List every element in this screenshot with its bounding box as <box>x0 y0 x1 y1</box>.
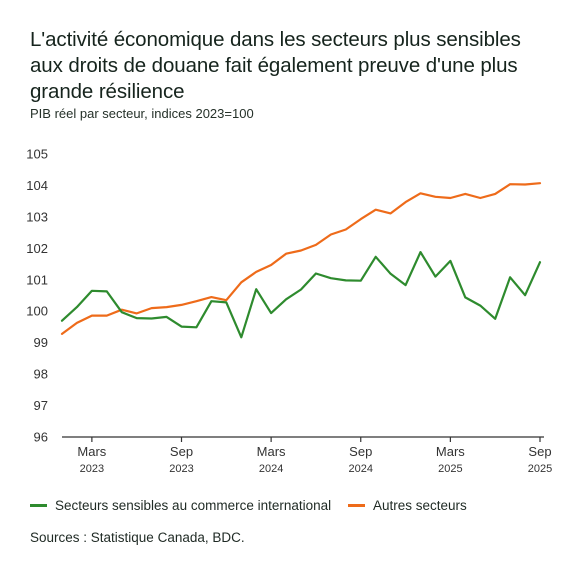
legend-item-orange: Autres secteurs <box>348 496 467 514</box>
y-tick-label: 105 <box>26 147 48 162</box>
y-axis-labels: 96 97 98 99 100 101 102 103 104 105 <box>26 147 48 445</box>
y-tick-label: 100 <box>26 304 48 319</box>
y-tick-label: 98 <box>34 367 48 382</box>
legend-label-green: Secteurs sensibles au commerce internati… <box>55 497 332 513</box>
y-tick-label: 96 <box>34 430 48 445</box>
series-line-other-sectors <box>60 182 542 335</box>
y-tick-label: 101 <box>26 272 48 287</box>
x-tick-year-label: 2025 <box>438 463 462 475</box>
y-tick-label: 104 <box>26 178 48 193</box>
x-axis: Mars 2023 Sep 2023 Mars 2024 Sep 2024 Mars 2025 Se… <box>62 436 552 475</box>
series-line-trade-sensitive <box>60 251 542 339</box>
x-tick-year-label: 2023 <box>80 463 104 475</box>
series-lines <box>60 182 542 339</box>
y-tick-label: 99 <box>34 335 48 350</box>
x-tick-label: Mars <box>77 444 106 459</box>
y-tick-label: 102 <box>26 241 48 256</box>
x-tick-year-label: 2025 <box>528 463 552 475</box>
source-note: Sources : Statistique Canada, BDC. <box>30 530 245 545</box>
legend-swatch-green <box>30 503 47 507</box>
legend-item-green: Secteurs sensibles au commerce internati… <box>30 496 331 514</box>
legend-swatch-orange <box>348 503 365 507</box>
y-tick-label: 97 <box>34 398 48 413</box>
chart-title: L'activité économique dans les secteurs … <box>30 28 521 103</box>
x-tick-label: Sep <box>528 444 551 459</box>
x-tick-year-label: 2024 <box>259 463 283 475</box>
x-tick-label: Sep <box>170 444 193 459</box>
x-tick-year-label: 2023 <box>169 463 193 475</box>
y-tick-label: 103 <box>26 209 48 224</box>
x-tick-label: Mars <box>436 444 465 459</box>
x-tick-label: Sep <box>349 444 372 459</box>
x-tick-label: Mars <box>257 444 286 459</box>
chart-subtitle: PIB réel par secteur, indices 2023=100 <box>30 106 254 121</box>
legend-label-orange: Autres secteurs <box>373 497 467 513</box>
x-tick-year-label: 2024 <box>349 463 373 475</box>
